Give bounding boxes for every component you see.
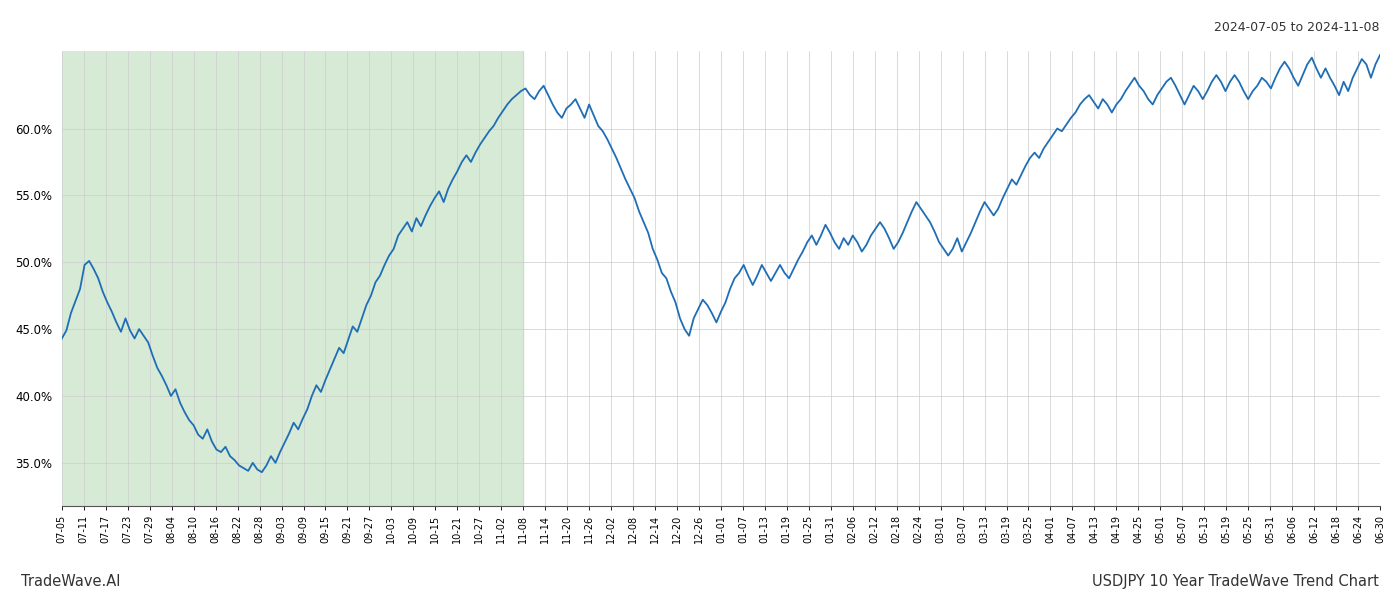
Text: 2024-07-05 to 2024-11-08: 2024-07-05 to 2024-11-08 — [1214, 21, 1379, 34]
Text: USDJPY 10 Year TradeWave Trend Chart: USDJPY 10 Year TradeWave Trend Chart — [1092, 574, 1379, 589]
Text: TradeWave.AI: TradeWave.AI — [21, 574, 120, 589]
Bar — [62, 51, 524, 506]
